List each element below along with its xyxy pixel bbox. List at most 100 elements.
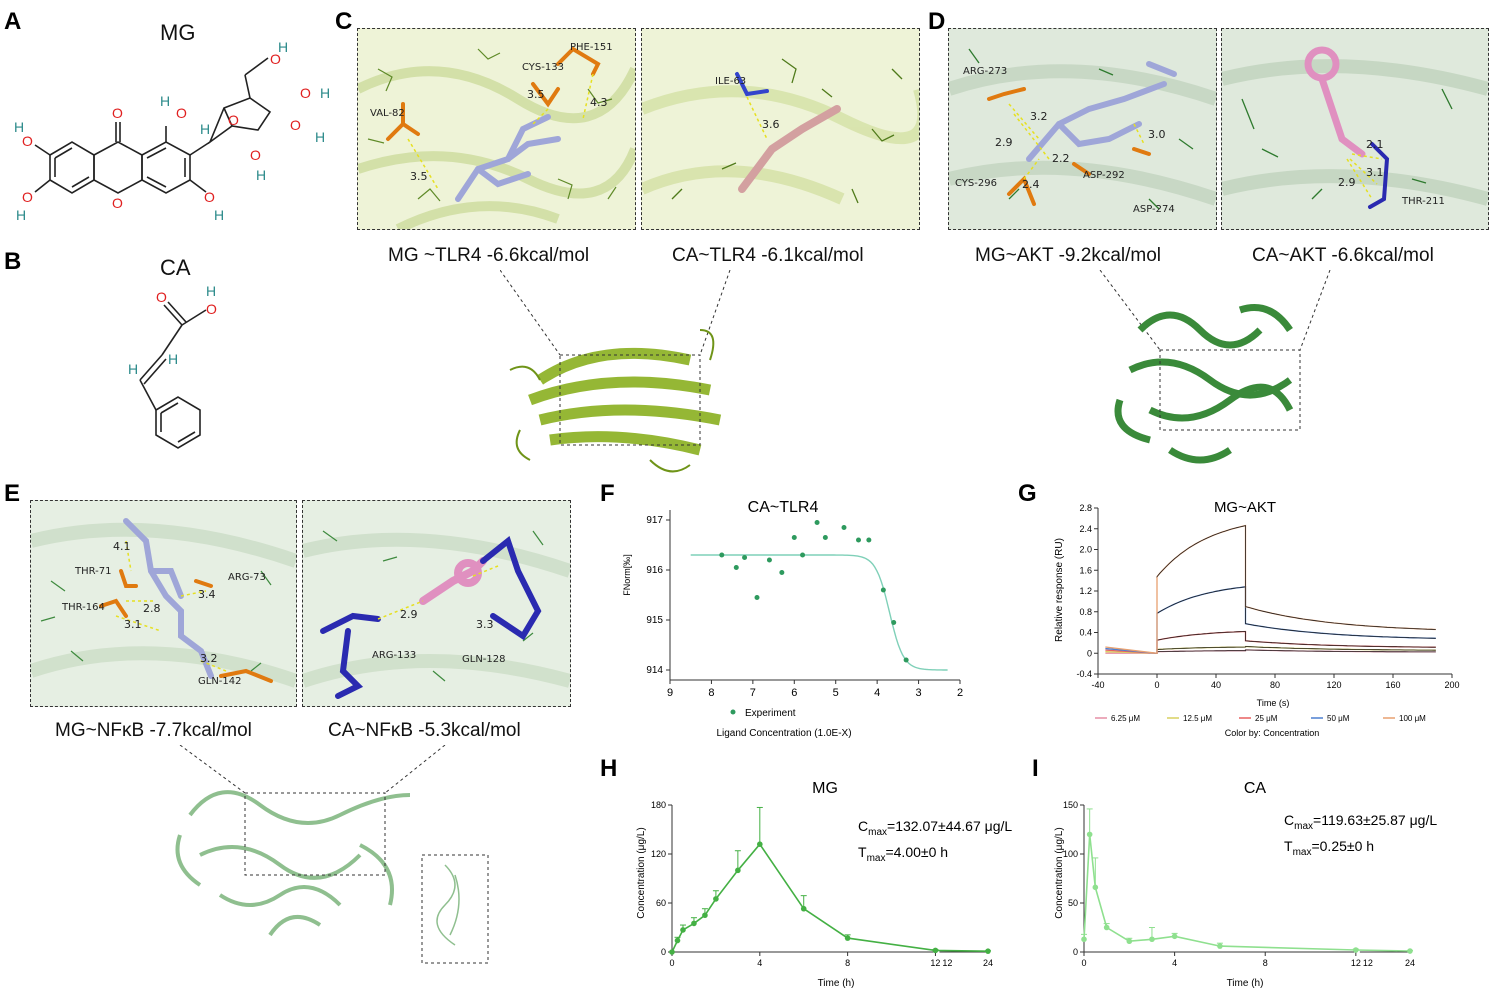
- chart-g-legend-label: 25 μM: [1255, 714, 1278, 723]
- svg-text:H: H: [128, 361, 138, 377]
- chart-i-point: [1407, 948, 1413, 954]
- chart-f-point: [866, 537, 872, 543]
- chart-h-point: [757, 841, 763, 847]
- chart-i-ylabel: Concentration (μg/L): [1054, 827, 1065, 918]
- chart-h-point: [735, 867, 741, 874]
- residue-label: GLN-128: [462, 654, 506, 665]
- distance-label: 3.2: [1030, 110, 1048, 123]
- chart-g-y-tick-label: 2.4: [1079, 524, 1092, 534]
- chart-f-point: [754, 595, 760, 600]
- svg-text:H: H: [214, 207, 224, 223]
- distance-label: 2.9: [1338, 176, 1356, 189]
- chart-g-xlabel: Time (s): [1257, 698, 1290, 708]
- residue-label: PHE-151: [570, 42, 613, 53]
- mg-structure-title: MG: [160, 20, 196, 45]
- chart-g-legend-caption: Color by: Concentration: [1225, 728, 1320, 738]
- chart-h-y-tick-label: 0: [661, 947, 666, 957]
- residue-label: VAL-82: [370, 108, 405, 119]
- chart-h-tmax: Tmax=4.00±0 h: [858, 844, 948, 864]
- chart-f-point: [742, 555, 748, 560]
- chart-g-y-tick-label: -0.4: [1076, 669, 1092, 679]
- residue-label: THR-211: [1402, 196, 1445, 207]
- panel-label-d: D: [928, 8, 946, 35]
- chart-f-y-tick-label: 915: [646, 615, 663, 626]
- chart-h-y-tick-label: 180: [651, 800, 666, 810]
- chart-h-point: [844, 935, 851, 941]
- chart-i-pharmacokinetics-ca: CA Concentration (μg/L) 0 4 8 12 12 24 0 50 100 1…: [1054, 780, 1437, 989]
- panel-label-b: B: [4, 248, 22, 275]
- chart-f-ylabel: FNorm[‰]: [622, 554, 632, 596]
- chart-i-line: [1083, 834, 1411, 952]
- distance-label: 2.2: [1052, 152, 1070, 165]
- akt-mg-docking-view: [948, 28, 1217, 230]
- chart-f-point: [766, 557, 772, 563]
- chart-h-x-tick-label: 12: [942, 958, 952, 968]
- chart-f-point: [880, 587, 886, 593]
- chart-g-ylabel: Relative response (RU): [1054, 538, 1065, 642]
- tlr4-protein-structure: [500, 270, 731, 473]
- chart-g-x-tick-label: 120: [1326, 680, 1341, 690]
- chart-f-x-tick-label: 9: [667, 687, 673, 699]
- chart-h-x-tick-label: 12: [930, 958, 940, 968]
- chart-f-title: CA~TLR4: [748, 499, 819, 516]
- svg-text:H: H: [14, 119, 24, 135]
- svg-text:O: O: [22, 189, 33, 205]
- svg-text:O: O: [206, 301, 217, 317]
- chart-f-point: [733, 565, 739, 570]
- svg-text:H: H: [168, 351, 178, 367]
- svg-text:H: H: [16, 207, 26, 223]
- chart-h-x-tick-label: 0: [669, 958, 674, 968]
- chart-g-fit-line: [1156, 649, 1436, 653]
- chart-f-y-tick-label: 914: [646, 665, 663, 676]
- ca-structure-diagram: O OH H H: [128, 283, 217, 449]
- distance-label: 2.9: [995, 136, 1013, 149]
- chart-g-legend-label: 6.25 μM: [1111, 714, 1140, 723]
- svg-text:O: O: [112, 105, 123, 121]
- tlr4-mg-binding-energy: MG ~TLR4 -6.6kcal/mol: [388, 245, 590, 266]
- chart-h-point: [932, 947, 939, 954]
- chart-h-line: [671, 842, 989, 953]
- chart-g-fit-line: [1156, 586, 1436, 639]
- svg-text:O: O: [156, 289, 167, 305]
- chart-i-tmax: Tmax=0.25±0 h: [1284, 838, 1374, 858]
- akt-ca-docking-view: [1221, 28, 1489, 230]
- distance-label: 3.5: [410, 170, 428, 183]
- akt-mg-binding-energy: MG~AKT -9.2kcal/mol: [975, 245, 1162, 266]
- svg-text:H: H: [278, 39, 288, 55]
- svg-text:H: H: [206, 283, 216, 299]
- panel-label-a: A: [4, 8, 22, 35]
- chart-i-x-tick-label: 24: [1405, 958, 1415, 968]
- akt-protein-structure: [1099, 270, 1331, 464]
- chart-g-y-tick-label: 2.0: [1079, 545, 1092, 555]
- chart-i-x-tick-label: 4: [1172, 958, 1177, 968]
- chart-f-xlabel: Ligand Concentration (1.0E-X): [716, 728, 851, 739]
- chart-h-pharmacokinetics-mg: MG Concentration (μg/L) 0 4 8 12 12 24 0 60 120 1…: [636, 780, 1012, 989]
- chart-h-xlabel: Time (h): [818, 978, 855, 989]
- chart-g-y-tick-label: 0.8: [1079, 607, 1092, 617]
- chart-f-fit-curve: [690, 554, 948, 671]
- chart-g-y-tick-label: 1.6: [1079, 565, 1092, 575]
- chart-h-ylabel: Concentration (μg/L): [636, 827, 647, 918]
- chart-i-x-tick-label: 8: [1263, 958, 1268, 968]
- svg-text:O: O: [176, 105, 187, 121]
- residue-label: ARG-273: [963, 66, 1008, 77]
- chart-g-fit-line: [1156, 525, 1436, 630]
- chart-i-cmax: Cmax=119.63±25.87 μg/L: [1284, 812, 1437, 832]
- chart-h-point: [680, 927, 686, 933]
- chart-g-spr-sensorgram: MG~AKT Relative response (RU) -40 0 40 80 12…: [1054, 499, 1460, 738]
- chart-i-x-tick-label: 12: [1351, 958, 1361, 968]
- chart-g-x-tick-label: 80: [1270, 680, 1280, 690]
- chart-h-point: [691, 920, 697, 927]
- chart-h-cmax: Cmax=132.07±44.67 μg/L: [858, 818, 1012, 838]
- chart-f-point: [822, 535, 828, 540]
- chart-g-x-tick-label: 200: [1444, 680, 1459, 690]
- panel-label-h: H: [600, 755, 618, 782]
- chart-i-point: [1171, 933, 1178, 940]
- svg-text:H: H: [256, 167, 266, 183]
- chart-g-legend-label: 12.5 μM: [1183, 714, 1212, 723]
- distance-label: 3.6: [762, 118, 780, 131]
- distance-label: 3.3: [476, 618, 494, 631]
- chart-h-point: [674, 937, 681, 944]
- chart-i-title: CA: [1244, 780, 1267, 797]
